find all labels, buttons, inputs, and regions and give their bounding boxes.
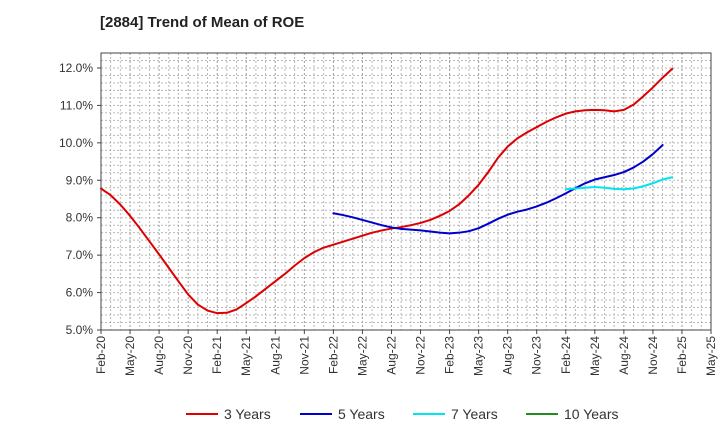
x-tick-label: Aug-21	[268, 336, 282, 375]
x-tick-label: Nov-20	[181, 336, 195, 375]
x-tick-label: May-24	[588, 336, 602, 376]
y-tick-label: 11.0%	[60, 98, 93, 112]
x-tick-label: May-20	[123, 336, 137, 376]
x-tick-label: Aug-22	[384, 336, 398, 375]
x-tick-label: Feb-20	[94, 336, 108, 374]
series-lines	[100, 67, 674, 315]
y-tick-label: 6.0%	[66, 286, 94, 300]
series-line-5-years	[332, 144, 664, 235]
legend-label-5-years: 5 Years	[338, 406, 385, 422]
chart-title: [2884] Trend of Mean of ROE	[100, 14, 305, 31]
x-tick-label: Aug-20	[152, 336, 166, 375]
legend-label-7-years: 7 Years	[451, 406, 498, 422]
legend: 3 Years 5 Years 7 Years 10 Years	[186, 406, 619, 422]
y-tick-label: 5.0%	[66, 323, 94, 337]
legend-label-10-years: 10 Years	[564, 406, 619, 422]
series-line-7-years	[564, 176, 674, 191]
x-tick-label: Feb-21	[210, 336, 224, 374]
x-tick-label: Aug-23	[501, 336, 515, 375]
y-axis: 5.0% 6.0% 7.0% 8.0% 9.0% 10.0% 11.0% 12.0%	[59, 61, 101, 337]
x-tick-label: May-21	[239, 336, 253, 376]
x-tick-label: May-25	[704, 336, 718, 376]
x-tick-label: Nov-23	[530, 336, 544, 375]
x-tick-label: Nov-24	[646, 336, 660, 375]
series-line-3-years	[100, 67, 674, 315]
grid-lines	[100, 52, 712, 331]
legend-label-3-years: 3 Years	[224, 406, 271, 422]
x-tick-label: Feb-24	[559, 336, 573, 374]
x-tick-label: Nov-22	[414, 336, 428, 375]
plot-frame	[100, 52, 712, 331]
x-tick-label: Feb-23	[443, 336, 457, 374]
x-tick-label: Feb-22	[326, 336, 340, 374]
plot-border	[100, 52, 712, 331]
y-tick-label: 8.0%	[66, 211, 94, 225]
y-tick-label: 12.0%	[59, 61, 93, 75]
y-tick-label: 9.0%	[66, 173, 94, 187]
x-tick-label: Feb-25	[675, 336, 689, 374]
x-tick-label: Aug-24	[617, 336, 631, 375]
x-tick-label: May-23	[472, 336, 486, 376]
y-tick-label: 10.0%	[59, 136, 93, 150]
x-axis: Feb-20 May-20 Aug-20 Nov-20 Feb-21 May-21 Aug-…	[94, 330, 718, 376]
x-tick-label: Nov-21	[297, 336, 311, 375]
y-tick-label: 7.0%	[66, 248, 94, 262]
x-tick-label: May-22	[355, 336, 369, 376]
